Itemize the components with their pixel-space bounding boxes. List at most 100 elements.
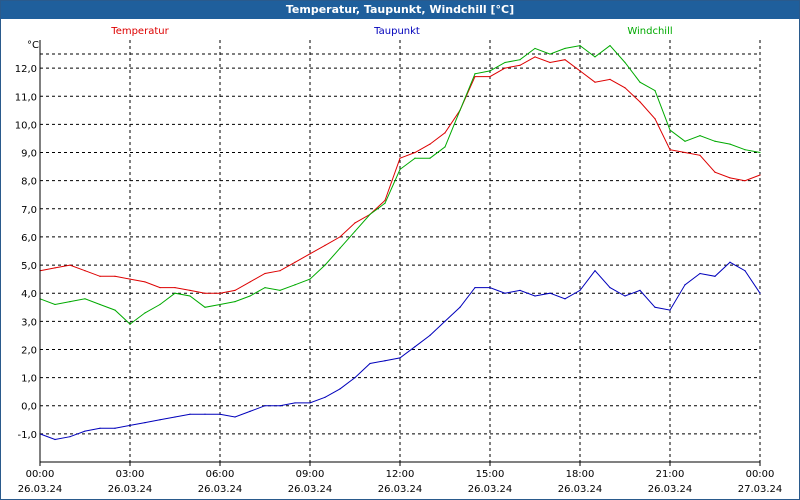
data-point-windchill (309, 278, 311, 280)
data-point-taupunkt (279, 405, 281, 407)
data-point-temperatur (654, 118, 656, 120)
x-tick-date: 27.03.24 (738, 484, 783, 495)
y-tick-label: 8,0 (21, 177, 37, 188)
x-tick-time: 06:00 (206, 469, 235, 480)
data-point-windchill (504, 61, 506, 64)
data-point-taupunkt (354, 377, 356, 379)
data-point-temperatur (624, 87, 626, 89)
data-point-windchill (114, 309, 116, 311)
data-point-taupunkt (564, 298, 566, 300)
data-point-taupunkt (399, 357, 401, 359)
y-tick-label: 9,0 (21, 149, 37, 160)
data-point-temperatur (594, 81, 596, 83)
y-axis-ticks: -1,0 0,0 1,0 2,0 3,0 4,0 5,0 6,0 7,0 8,0 9,0 10,0 11… (15, 64, 37, 441)
data-point-windchill (339, 247, 341, 249)
data-point-temperatur (264, 272, 266, 275)
data-point-taupunkt (759, 292, 761, 294)
x-tick-time: 15:00 (476, 469, 505, 480)
data-point-temperatur (699, 154, 701, 156)
data-point-temperatur (474, 75, 476, 78)
data-point-temperatur (429, 143, 431, 145)
data-point-windchill (129, 323, 131, 325)
data-point-windchill (609, 45, 611, 47)
data-point-windchill (654, 90, 656, 92)
grid-lines (40, 40, 761, 462)
data-point-taupunkt (99, 427, 101, 429)
data-point-windchill (549, 53, 551, 55)
data-point-temperatur (84, 270, 86, 272)
data-point-windchill (579, 45, 581, 47)
data-point-taupunkt (234, 416, 236, 418)
data-point-windchill (69, 301, 71, 303)
data-point-windchill (459, 109, 461, 111)
data-point-temperatur (309, 253, 311, 255)
data-point-windchill (519, 59, 521, 61)
legend-item-windchill: Windchill (627, 26, 672, 37)
data-point-windchill (234, 301, 236, 303)
data-point-temperatur (399, 157, 401, 159)
data-point-taupunkt (669, 309, 671, 311)
data-point-taupunkt (624, 295, 626, 297)
data-point-taupunkt (384, 360, 386, 362)
data-point-taupunkt (444, 320, 446, 322)
data-point-temperatur (744, 180, 746, 182)
data-point-temperatur (609, 78, 611, 80)
data-point-windchill (144, 312, 146, 314)
x-tick-date: 26.03.24 (108, 484, 153, 495)
data-point-windchill (669, 129, 671, 131)
data-point-temperatur (174, 286, 176, 289)
data-point-windchill (714, 140, 716, 142)
data-point-windchill (369, 213, 371, 216)
data-point-temperatur (294, 261, 296, 263)
data-point-temperatur (339, 236, 341, 238)
data-point-taupunkt (489, 286, 491, 289)
data-point-taupunkt (579, 289, 581, 291)
data-point-windchill (399, 168, 401, 171)
data-point-windchill (534, 47, 536, 50)
y-tick-label: -1,0 (17, 430, 37, 441)
data-point-taupunkt (114, 427, 116, 429)
data-point-temperatur (684, 151, 686, 154)
data-point-windchill (624, 61, 626, 64)
data-point-temperatur (249, 281, 251, 283)
data-point-windchill (249, 295, 251, 297)
data-point-windchill (474, 73, 476, 75)
data-point-taupunkt (429, 334, 431, 336)
data-point-windchill (159, 303, 161, 306)
data-point-temperatur (189, 289, 191, 291)
y-tick-label: 2,0 (21, 345, 37, 356)
data-point-windchill (684, 140, 686, 142)
x-tick-time: 00:00 (746, 469, 775, 480)
data-point-temperatur (759, 174, 761, 176)
data-point-taupunkt (744, 270, 746, 272)
data-point-temperatur (99, 275, 101, 277)
x-tick-time: 09:00 (296, 469, 325, 480)
data-point-windchill (489, 70, 491, 72)
data-point-windchill (54, 303, 56, 306)
y-axis-label: °C (27, 40, 39, 51)
data-point-temperatur (444, 132, 446, 134)
data-point-taupunkt (84, 430, 86, 432)
data-point-temperatur (384, 199, 386, 201)
data-point-taupunkt (594, 270, 596, 272)
data-point-temperatur (279, 270, 281, 272)
data-point-taupunkt (264, 405, 266, 407)
data-point-windchill (354, 230, 356, 232)
window-title: Temperatur, Taupunkt, Windchill [°C] (1, 1, 799, 19)
data-point-taupunkt (639, 289, 641, 291)
legend: Temperatur Taupunkt Windchill (110, 26, 672, 37)
data-point-windchill (324, 264, 326, 266)
data-point-windchill (204, 306, 206, 308)
data-point-windchill (219, 303, 221, 306)
data-point-temperatur (504, 67, 506, 69)
data-point-windchill (444, 146, 446, 148)
data-point-taupunkt (369, 362, 371, 365)
data-point-temperatur (69, 264, 71, 266)
data-point-temperatur (234, 289, 236, 291)
data-point-windchill (594, 56, 596, 58)
y-tick-label: 4,0 (21, 289, 37, 300)
data-point-windchill (729, 143, 731, 145)
data-point-taupunkt (609, 286, 611, 289)
data-point-windchill (279, 289, 281, 291)
data-point-taupunkt (204, 413, 206, 415)
